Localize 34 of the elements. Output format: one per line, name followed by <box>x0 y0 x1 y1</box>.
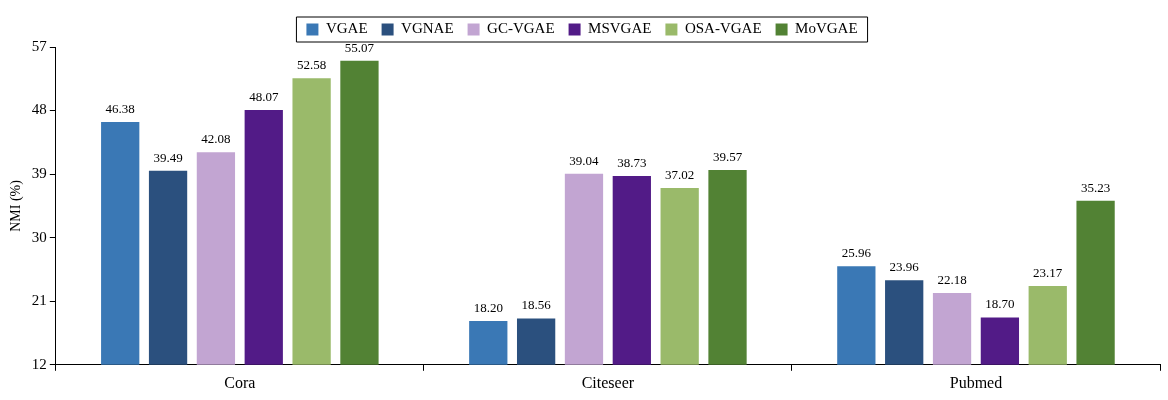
data-label: 23.17 <box>1033 264 1063 280</box>
data-label: 52.58 <box>296 57 327 73</box>
legend-label: VGAE <box>325 20 368 37</box>
data-label: 39.57 <box>712 149 743 165</box>
y-axis-title: NMI (%) <box>8 179 25 232</box>
x-tick-label: Pubmed <box>949 373 1003 391</box>
data-label: 39.04 <box>569 152 600 168</box>
data-label: 18.56 <box>521 297 552 313</box>
legend-label: MoVGAE <box>795 20 858 37</box>
data-label: 18.20 <box>473 299 503 315</box>
data-label: 46.38 <box>105 100 135 116</box>
data-label: 35.23 <box>1080 179 1111 195</box>
y-tick-label: 21 <box>31 292 47 309</box>
x-tick-label: Cora <box>224 373 256 391</box>
y-tick-label: 30 <box>31 228 47 245</box>
y-tick-label: 48 <box>31 101 47 118</box>
legend-label: OSA-VGAE <box>684 20 762 37</box>
y-tick-label: 39 <box>31 165 47 182</box>
data-label: 22.18 <box>937 271 967 287</box>
legend-label: GC-VGAE <box>487 20 555 37</box>
legend-label: MSVGAE <box>588 20 652 37</box>
data-label: 39.49 <box>153 149 183 165</box>
x-tick-label: Citeseer <box>581 373 635 391</box>
data-label: 42.08 <box>201 131 231 147</box>
data-label: 48.07 <box>249 88 279 104</box>
data-label: 23.96 <box>889 259 920 275</box>
data-label: 37.02 <box>665 167 695 183</box>
data-label: 38.73 <box>617 154 647 170</box>
y-tick-label: 57 <box>31 37 48 54</box>
y-tick-label: 12 <box>31 355 47 372</box>
data-label: 55.07 <box>344 39 375 55</box>
data-label: 25.96 <box>841 245 872 261</box>
legend-label: VGNAE <box>401 20 454 37</box>
data-label: 18.70 <box>985 296 1015 312</box>
